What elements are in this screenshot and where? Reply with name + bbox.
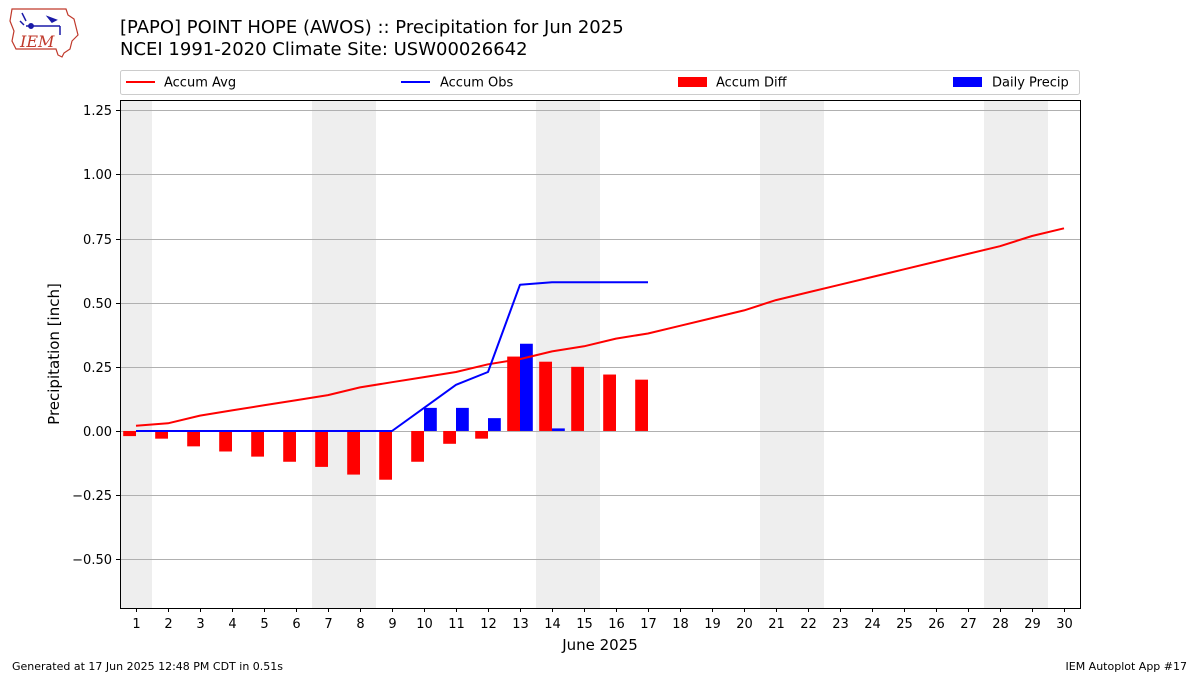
x-tick-label: 9	[388, 617, 396, 632]
y-tick-label: 1.00	[83, 168, 112, 183]
x-tick-label: 30	[1056, 617, 1073, 632]
y-axis-ticks: −0.50 −0.25 0.00 0.25 0.50 0.75 1.00 1.25	[72, 104, 120, 568]
weekend-band	[344, 100, 376, 608]
y-tick-label: 0.50	[83, 297, 112, 312]
accum-diff-bar	[603, 374, 616, 431]
x-tick-label: 5	[260, 617, 268, 632]
iem-logo: IEM	[9, 8, 79, 58]
plot-frame	[120, 100, 1081, 609]
x-tick-label: 15	[576, 617, 593, 632]
weekend-band	[984, 100, 1016, 608]
weekend-shading	[120, 100, 1048, 608]
y-tick-label: 0.25	[83, 361, 112, 376]
y-tick-label: 0.00	[83, 425, 112, 440]
legend: Accum Avg Accum Obs Accum Diff Daily Pre…	[120, 70, 1080, 95]
y-tick-label: 0.75	[83, 233, 112, 248]
x-tick-label: 16	[608, 617, 625, 632]
accum-diff-bar	[443, 430, 456, 444]
y-tick-label: −0.25	[72, 489, 112, 504]
x-tick-label: 20	[736, 617, 753, 632]
x-tick-label: 14	[544, 617, 561, 632]
weather-station-icon	[19, 12, 61, 35]
legend-swatch-daily-precip	[953, 77, 982, 87]
accum-diff-bar	[123, 430, 136, 437]
x-tick-label: 4	[228, 617, 236, 632]
chart-title: [PAPO] POINT HOPE (AWOS) :: Precipitatio…	[120, 17, 624, 38]
accum-diff-bar	[507, 356, 520, 431]
accum-diff-bar	[315, 430, 328, 467]
legend-label-accum-diff: Accum Diff	[716, 76, 788, 91]
weekend-band	[120, 100, 152, 608]
accum-diff-bar	[539, 361, 552, 431]
accum-diff-bar	[251, 430, 264, 457]
daily-precip-bar	[456, 407, 469, 431]
legend-label-daily-precip: Daily Precip	[992, 76, 1069, 91]
y-axis-label: Precipitation [inch]	[45, 283, 63, 425]
weekend-band	[312, 100, 344, 608]
daily-precip-bar	[424, 407, 437, 431]
x-tick-label: 24	[864, 617, 881, 632]
x-axis-label: June 2025	[561, 636, 638, 654]
accum-obs-line	[136, 281, 648, 432]
accum-diff-bar	[379, 430, 392, 480]
lines	[135, 227, 1065, 432]
x-axis-ticks: 1 2 3 4 5 6 7 8 9 10 11 12 13 14 15 16 17 18 19 20 21 22 23 24 2…	[132, 608, 1073, 632]
x-tick-label: 10	[416, 617, 433, 632]
x-tick-label: 3	[196, 617, 204, 632]
x-tick-label: 21	[768, 617, 785, 632]
legend-frame	[120, 70, 1080, 95]
x-tick-label: 12	[480, 617, 497, 632]
weekend-band	[1016, 100, 1048, 608]
x-tick-label: 22	[800, 617, 817, 632]
daily-precip-bar	[520, 343, 533, 431]
legend-label-accum-avg: Accum Avg	[164, 76, 236, 91]
x-tick-label: 6	[292, 617, 300, 632]
accum-diff-bar	[411, 430, 424, 462]
state-outline	[9, 8, 79, 58]
daily-precip-bar	[552, 428, 565, 431]
x-tick-label: 28	[992, 617, 1009, 632]
x-tick-label: 18	[672, 617, 689, 632]
x-tick-label: 1	[132, 617, 140, 632]
accum-diff-bar	[475, 430, 488, 439]
accum-diff-bar	[283, 430, 296, 462]
accum-avg-line	[135, 227, 1065, 427]
accum-diff-bar	[187, 430, 200, 447]
x-tick-label: 8	[356, 617, 364, 632]
x-tick-label: 27	[960, 617, 977, 632]
legend-swatch-accum-diff	[678, 77, 707, 87]
x-tick-label: 29	[1024, 617, 1041, 632]
x-tick-label: 2	[164, 617, 172, 632]
footer-generated: Generated at 17 Jun 2025 12:48 PM CDT in…	[12, 660, 284, 673]
legend-label-accum-obs: Accum Obs	[440, 76, 513, 91]
y-tick-label: −0.50	[72, 553, 112, 568]
x-tick-label: 17	[640, 617, 657, 632]
accum-diff-bar	[635, 379, 648, 431]
x-tick-label: 26	[928, 617, 945, 632]
x-tick-label: 7	[324, 617, 332, 632]
x-tick-label: 19	[704, 617, 721, 632]
x-tick-label: 23	[832, 617, 849, 632]
y-tick-label: 1.25	[83, 104, 112, 119]
x-tick-label: 11	[448, 617, 465, 632]
weekend-band	[760, 100, 792, 608]
weekend-band	[568, 100, 600, 608]
accum-diff-bar	[347, 430, 360, 475]
daily-precip-bar	[488, 418, 501, 431]
chart-subtitle: NCEI 1991-2020 Climate Site: USW00026642	[120, 39, 528, 60]
footer-app: IEM Autoplot App #17	[1065, 660, 1188, 673]
logo-text: IEM	[19, 32, 55, 51]
accum-diff-bar	[571, 366, 584, 431]
weekend-band	[792, 100, 824, 608]
x-tick-label: 13	[512, 617, 529, 632]
accum-diff-bar	[155, 430, 168, 439]
accum-diff-bar	[219, 430, 232, 452]
bars	[123, 343, 648, 480]
x-tick-label: 25	[896, 617, 913, 632]
